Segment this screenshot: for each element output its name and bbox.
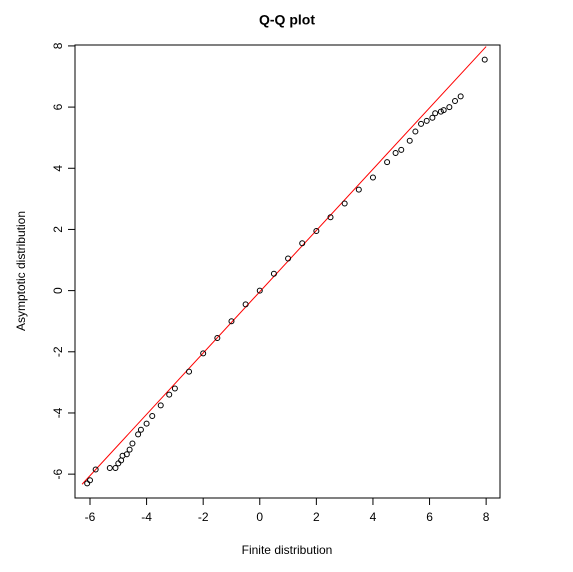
point (214, 335, 221, 342)
point (355, 186, 362, 193)
point (440, 107, 447, 114)
point (429, 114, 436, 121)
y-tick-label: -2 (51, 346, 65, 357)
y-tick-label: 0 (51, 287, 65, 294)
point (392, 149, 399, 156)
point (256, 287, 263, 294)
point (452, 97, 459, 104)
point (106, 465, 113, 472)
x-tick-label: -4 (141, 510, 152, 524)
x-tick-label: 2 (313, 510, 320, 524)
x-tick-label: 6 (426, 510, 433, 524)
point (126, 446, 133, 453)
point (341, 200, 348, 207)
point (457, 93, 464, 100)
reference-line (81, 46, 487, 485)
point (137, 426, 144, 433)
x-tick-label: 8 (483, 510, 490, 524)
point (412, 128, 419, 135)
y-axis-label: Asymptotic distribution (14, 211, 28, 331)
y-tick-label: 8 (51, 42, 65, 49)
y-tick-label: 6 (51, 103, 65, 110)
y-tick-label: -4 (51, 407, 65, 418)
point (115, 460, 122, 467)
point (481, 56, 488, 63)
point (84, 480, 91, 487)
x-tick-label: -6 (85, 510, 96, 524)
point (86, 477, 93, 484)
point (186, 368, 193, 375)
y-tick-label: 2 (51, 226, 65, 233)
point (398, 146, 405, 153)
point (149, 413, 156, 420)
point (418, 120, 425, 127)
point (270, 270, 277, 277)
x-tick-label: -2 (198, 510, 209, 524)
chart-title: Q-Q plot (259, 12, 315, 28)
x-axis-label: Finite distribution (242, 543, 333, 557)
x-tick-label: 0 (256, 510, 263, 524)
point (123, 451, 130, 458)
point (228, 318, 235, 325)
point (369, 174, 376, 181)
point (112, 465, 119, 472)
y-tick-label: 4 (51, 165, 65, 172)
point (129, 440, 136, 447)
point (406, 137, 413, 144)
point (446, 104, 453, 111)
x-tick-label: 4 (370, 510, 377, 524)
point (143, 420, 150, 427)
point (135, 431, 142, 438)
point (242, 301, 249, 308)
point (423, 117, 430, 124)
point (313, 227, 320, 234)
point (92, 466, 99, 473)
point (200, 350, 207, 357)
y-tick-label: -6 (51, 468, 65, 479)
point (327, 214, 334, 221)
point (299, 240, 306, 247)
point (157, 402, 164, 409)
point (432, 110, 439, 117)
point (285, 255, 292, 262)
point (384, 159, 391, 166)
point (166, 391, 173, 398)
point (171, 385, 178, 392)
